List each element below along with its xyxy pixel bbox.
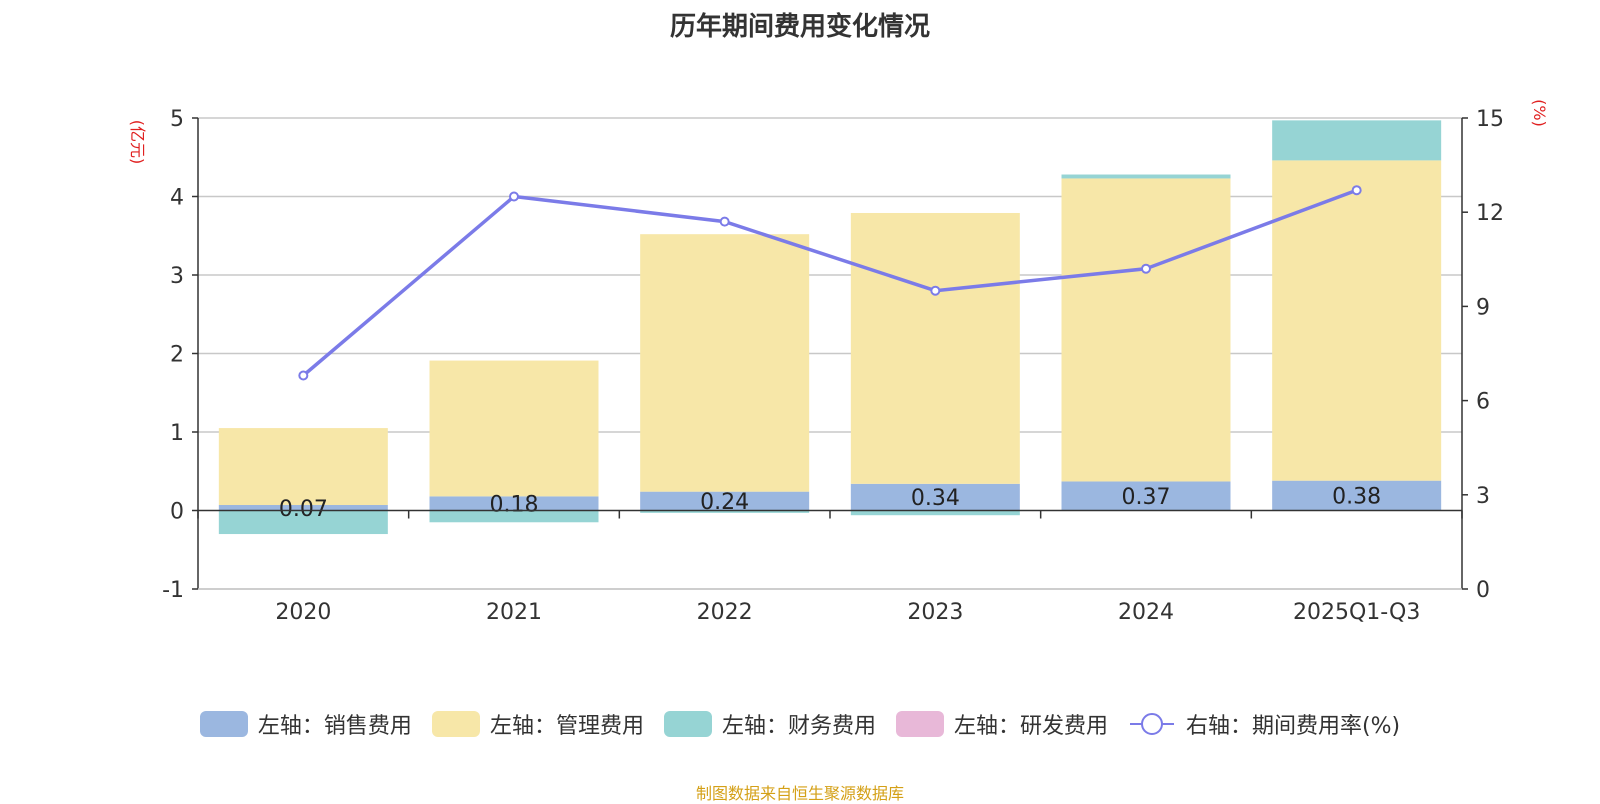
bar-finance xyxy=(850,510,1020,516)
line-rate xyxy=(302,188,1358,377)
bar-finance xyxy=(640,510,810,513)
bar-data-label: 0.38 xyxy=(1332,485,1381,510)
right-axis-tick-label: 6 xyxy=(1476,390,1490,415)
bar-sales xyxy=(218,505,388,511)
x-axis-tick-label: 2020 xyxy=(275,600,331,625)
line-rate-point xyxy=(509,191,519,202)
right-axis-unit-label: (%) xyxy=(1530,99,1549,127)
legend-line-rate-icon xyxy=(1129,713,1174,735)
bar-data-label: 0.34 xyxy=(911,486,960,511)
left-axis-tick-label: 0 xyxy=(170,500,184,525)
legend-item-admin[interactable]: 左轴：管理费用 xyxy=(431,708,644,740)
x-axis-tick-label: 2025Q1-Q3 xyxy=(1293,600,1420,625)
left-axis-tick-label: -1 xyxy=(162,578,184,603)
legend-label-rnd: 左轴：研发费用 xyxy=(953,714,1108,739)
bar-finance xyxy=(429,510,599,523)
bar-finance xyxy=(218,510,388,535)
left-axis-tick-label: 2 xyxy=(170,343,184,368)
bar-data-label: 0.18 xyxy=(490,492,539,517)
line-rate-point xyxy=(1141,263,1151,274)
bar-sales xyxy=(850,483,1020,511)
legend-label-admin: 左轴：管理费用 xyxy=(489,714,644,739)
right-axis-tick-label: 12 xyxy=(1476,201,1504,226)
x-axis-tick-label: 2022 xyxy=(697,600,753,625)
x-axis-tick-label: 2021 xyxy=(486,600,542,625)
legend-item-finance[interactable]: 左轴：财务费用 xyxy=(663,708,876,740)
line-rate-point xyxy=(719,216,730,227)
bar-admin xyxy=(218,428,388,506)
bar-data-label: 0.07 xyxy=(279,497,328,522)
left-axis-tick-label: 4 xyxy=(170,186,184,211)
chart-title: 历年期间费用变化情况 xyxy=(669,12,930,42)
line-rate-point xyxy=(298,370,309,381)
legend-label-rate: 右轴：期间费用率(%) xyxy=(1185,714,1401,739)
legend: 左轴：销售费用 左轴：管理费用 左轴：财务费用 左轴：研发费用 右轴：期间费用率… xyxy=(0,706,1600,742)
left-axis-tick-label: 3 xyxy=(170,264,184,289)
left-axis-unit-label: (亿元) xyxy=(128,120,147,165)
bar-data-label: 0.24 xyxy=(700,490,749,515)
legend-swatch-finance xyxy=(663,711,712,737)
bar-finance xyxy=(1061,174,1231,179)
bar-finance xyxy=(1272,120,1442,161)
right-axis-tick-label: 0 xyxy=(1476,578,1490,603)
legend-swatch-admin xyxy=(431,711,480,737)
bar-admin xyxy=(429,360,599,497)
x-axis-tick-label: 2024 xyxy=(1118,600,1174,625)
legend-item-rnd[interactable]: 左轴：研发费用 xyxy=(895,708,1108,740)
bar-sales xyxy=(429,496,599,511)
bar-sales xyxy=(1272,480,1442,511)
left-axis-tick-label: 5 xyxy=(170,107,184,132)
legend-swatch-sales xyxy=(199,711,248,737)
right-axis-tick-label: 9 xyxy=(1476,295,1490,320)
line-rate-point xyxy=(930,285,941,296)
bar-admin xyxy=(1272,160,1442,481)
bar-sales xyxy=(1061,481,1231,511)
legend-label-finance: 左轴：财务费用 xyxy=(721,714,876,739)
bar-admin xyxy=(640,234,810,492)
right-axis-tick-label: 15 xyxy=(1476,107,1504,132)
data-source-note: 制图数据来自恒生聚源数据库 xyxy=(695,784,904,803)
left-axis-tick-label: 1 xyxy=(170,421,184,446)
legend-label-sales: 左轴：销售费用 xyxy=(257,714,412,739)
bar-admin xyxy=(1061,178,1231,482)
bar-data-label: 0.37 xyxy=(1122,485,1171,510)
legend-item-sales[interactable]: 左轴：销售费用 xyxy=(199,708,412,740)
bar-admin xyxy=(850,212,1020,484)
right-axis-tick-label: 3 xyxy=(1476,484,1490,509)
line-rate-point xyxy=(1351,185,1362,196)
bar-sales xyxy=(640,491,810,511)
x-axis-tick-label: 2023 xyxy=(907,600,963,625)
legend-item-rate[interactable]: 右轴：期间费用率(%) xyxy=(1128,708,1400,740)
legend-swatch-rnd xyxy=(895,711,944,737)
